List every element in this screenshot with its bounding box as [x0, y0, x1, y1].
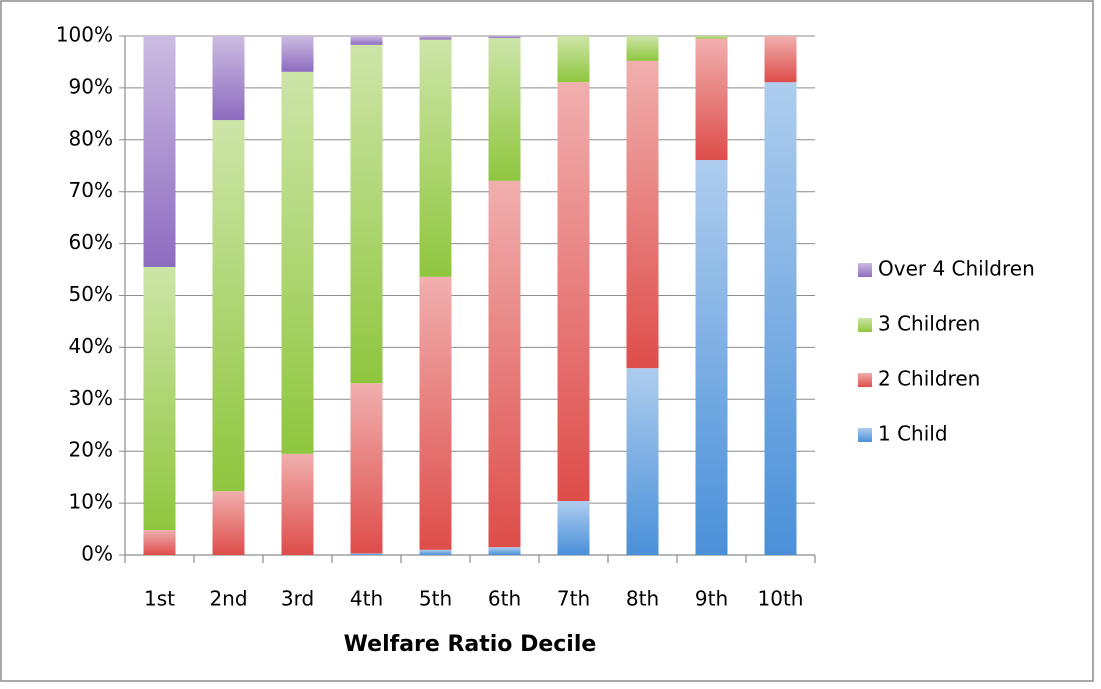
y-tick-label: 10%	[69, 490, 113, 514]
bar-segment	[764, 36, 797, 83]
bar-segment	[281, 36, 314, 72]
bar-segment	[212, 491, 245, 555]
x-tick-label: 1st	[144, 587, 175, 611]
bar-segment	[143, 266, 176, 531]
legend-swatch	[858, 263, 872, 277]
bar-segment	[143, 36, 176, 267]
legend-swatch	[858, 318, 872, 332]
bar-segment	[557, 82, 590, 502]
x-tick-label: 8th	[626, 587, 659, 611]
bar-segment	[557, 501, 590, 555]
y-tick-label: 60%	[69, 230, 113, 254]
y-tick-label: 90%	[69, 74, 113, 98]
y-tick-label: 70%	[69, 178, 113, 202]
x-axis-title: Welfare Ratio Decile	[344, 632, 597, 657]
bar-segment	[626, 60, 659, 369]
y-tick-label: 80%	[69, 126, 113, 150]
x-tick-label: 6th	[488, 587, 521, 611]
y-tick-label: 40%	[69, 334, 113, 358]
bar-segment	[419, 549, 452, 555]
x-tick-label: 7th	[557, 587, 590, 611]
bar-segment	[419, 39, 452, 277]
bar-segment	[488, 180, 521, 548]
y-tick-label: 30%	[69, 386, 113, 410]
bar-segment	[350, 36, 383, 45]
bar-segment	[695, 160, 728, 555]
bar-segment	[557, 36, 590, 83]
bar-segment	[488, 36, 521, 39]
bar-segment	[626, 36, 659, 61]
x-tick-label: 9th	[695, 587, 728, 611]
y-tick-label: 0%	[81, 542, 113, 566]
x-tick-label: 10th	[758, 587, 804, 611]
y-tick-label: 20%	[69, 438, 113, 462]
bar-segment	[764, 82, 797, 555]
legend-label: 3 Children	[878, 312, 980, 336]
bar-segment	[695, 38, 728, 161]
bar-segment	[143, 530, 176, 555]
x-tick-label: 3rd	[281, 587, 314, 611]
bar-segment	[281, 453, 314, 555]
bar-segment	[212, 36, 245, 121]
bar-segment	[350, 44, 383, 384]
y-tick-label: 100%	[56, 23, 113, 47]
bar-segment	[281, 71, 314, 454]
y-tick-label: 50%	[69, 282, 113, 306]
bar-segment	[350, 383, 383, 554]
bar-segment	[419, 276, 452, 550]
bar-segment	[212, 120, 245, 492]
bar-segment	[419, 36, 452, 40]
bar-segment	[350, 553, 383, 555]
legend-label: 1 Child	[878, 422, 948, 446]
bar-segment	[488, 38, 521, 181]
x-tick-label: 2nd	[209, 587, 247, 611]
legend-label: Over 4 Children	[878, 257, 1035, 281]
bar-segment	[695, 36, 728, 39]
bar-segment	[626, 368, 659, 555]
x-tick-label: 5th	[419, 587, 452, 611]
bar-segment	[488, 547, 521, 555]
x-tick-label: 4th	[350, 587, 383, 611]
legend-label: 2 Children	[878, 367, 980, 391]
legend-swatch	[858, 373, 872, 387]
legend-swatch	[858, 428, 872, 442]
